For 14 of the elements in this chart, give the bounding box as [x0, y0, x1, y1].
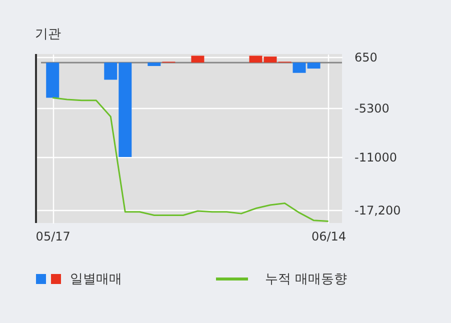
y-tick-label: -11000 [354, 150, 398, 164]
legend-label: 누적 매매동향 [265, 272, 348, 287]
y-tick-label: 650 [354, 50, 378, 65]
legend-label: 일별매매 [70, 272, 122, 287]
chart-title: 기관 [35, 27, 61, 42]
bar [191, 56, 204, 63]
line-series [52, 97, 330, 222]
y-tick-label: -5300 [354, 102, 390, 116]
x-tick-label: 05/17 [36, 230, 70, 244]
y-tick-label: -17,200 [354, 204, 401, 218]
x-tick-label: 06/14 [311, 230, 346, 244]
bar [249, 56, 262, 63]
bar [148, 62, 161, 66]
bar [46, 62, 60, 98]
